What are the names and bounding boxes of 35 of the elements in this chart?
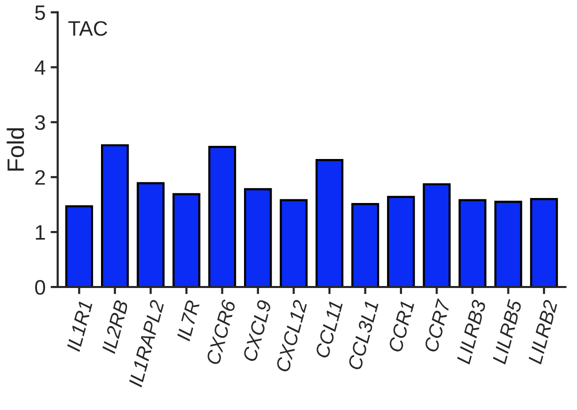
bar: [172, 193, 200, 287]
bar: [458, 199, 486, 287]
bar: [494, 200, 522, 287]
x-tick-label: CCL11: [314, 300, 343, 359]
bar: [280, 199, 308, 287]
x-tick-label: CXCL12: [275, 299, 308, 372]
x-tick-label: CXCL9: [242, 299, 272, 362]
x-tick-label: LILRB3: [456, 299, 486, 365]
x-tick-label: IL7R: [176, 300, 200, 342]
bar: [244, 188, 272, 287]
y-tick-label: 0: [35, 280, 46, 295]
bar: [65, 205, 94, 287]
y-tick-label: 5: [35, 6, 46, 20]
bar: [316, 159, 344, 287]
bar: [387, 196, 415, 287]
bar: [100, 144, 129, 287]
x-tick-label: LILRB5: [492, 298, 522, 365]
y-tick-label: 3: [35, 115, 45, 130]
y-tick-label: 1: [36, 225, 45, 240]
y-tick-label: 4: [34, 60, 46, 75]
x-tick-label: CCR7: [424, 298, 451, 353]
bar: [136, 182, 165, 287]
bar: [422, 183, 451, 287]
bar: [351, 202, 380, 287]
bar: [208, 146, 236, 287]
annotation: TAC: [68, 21, 108, 36]
x-tick-label: CCR1: [388, 300, 414, 353]
bar: [530, 198, 558, 287]
y-tick-label: 2: [35, 170, 45, 185]
x-tick-label: LILRB2: [528, 299, 558, 365]
x-tick-label: CCL3L1: [348, 300, 379, 370]
y-axis-title: Fold: [6, 128, 24, 171]
x-tick-label: CXCR6: [206, 298, 236, 366]
x-tick-label: IL1R1: [66, 300, 92, 352]
x-tick-label: IL2RB: [102, 300, 128, 354]
